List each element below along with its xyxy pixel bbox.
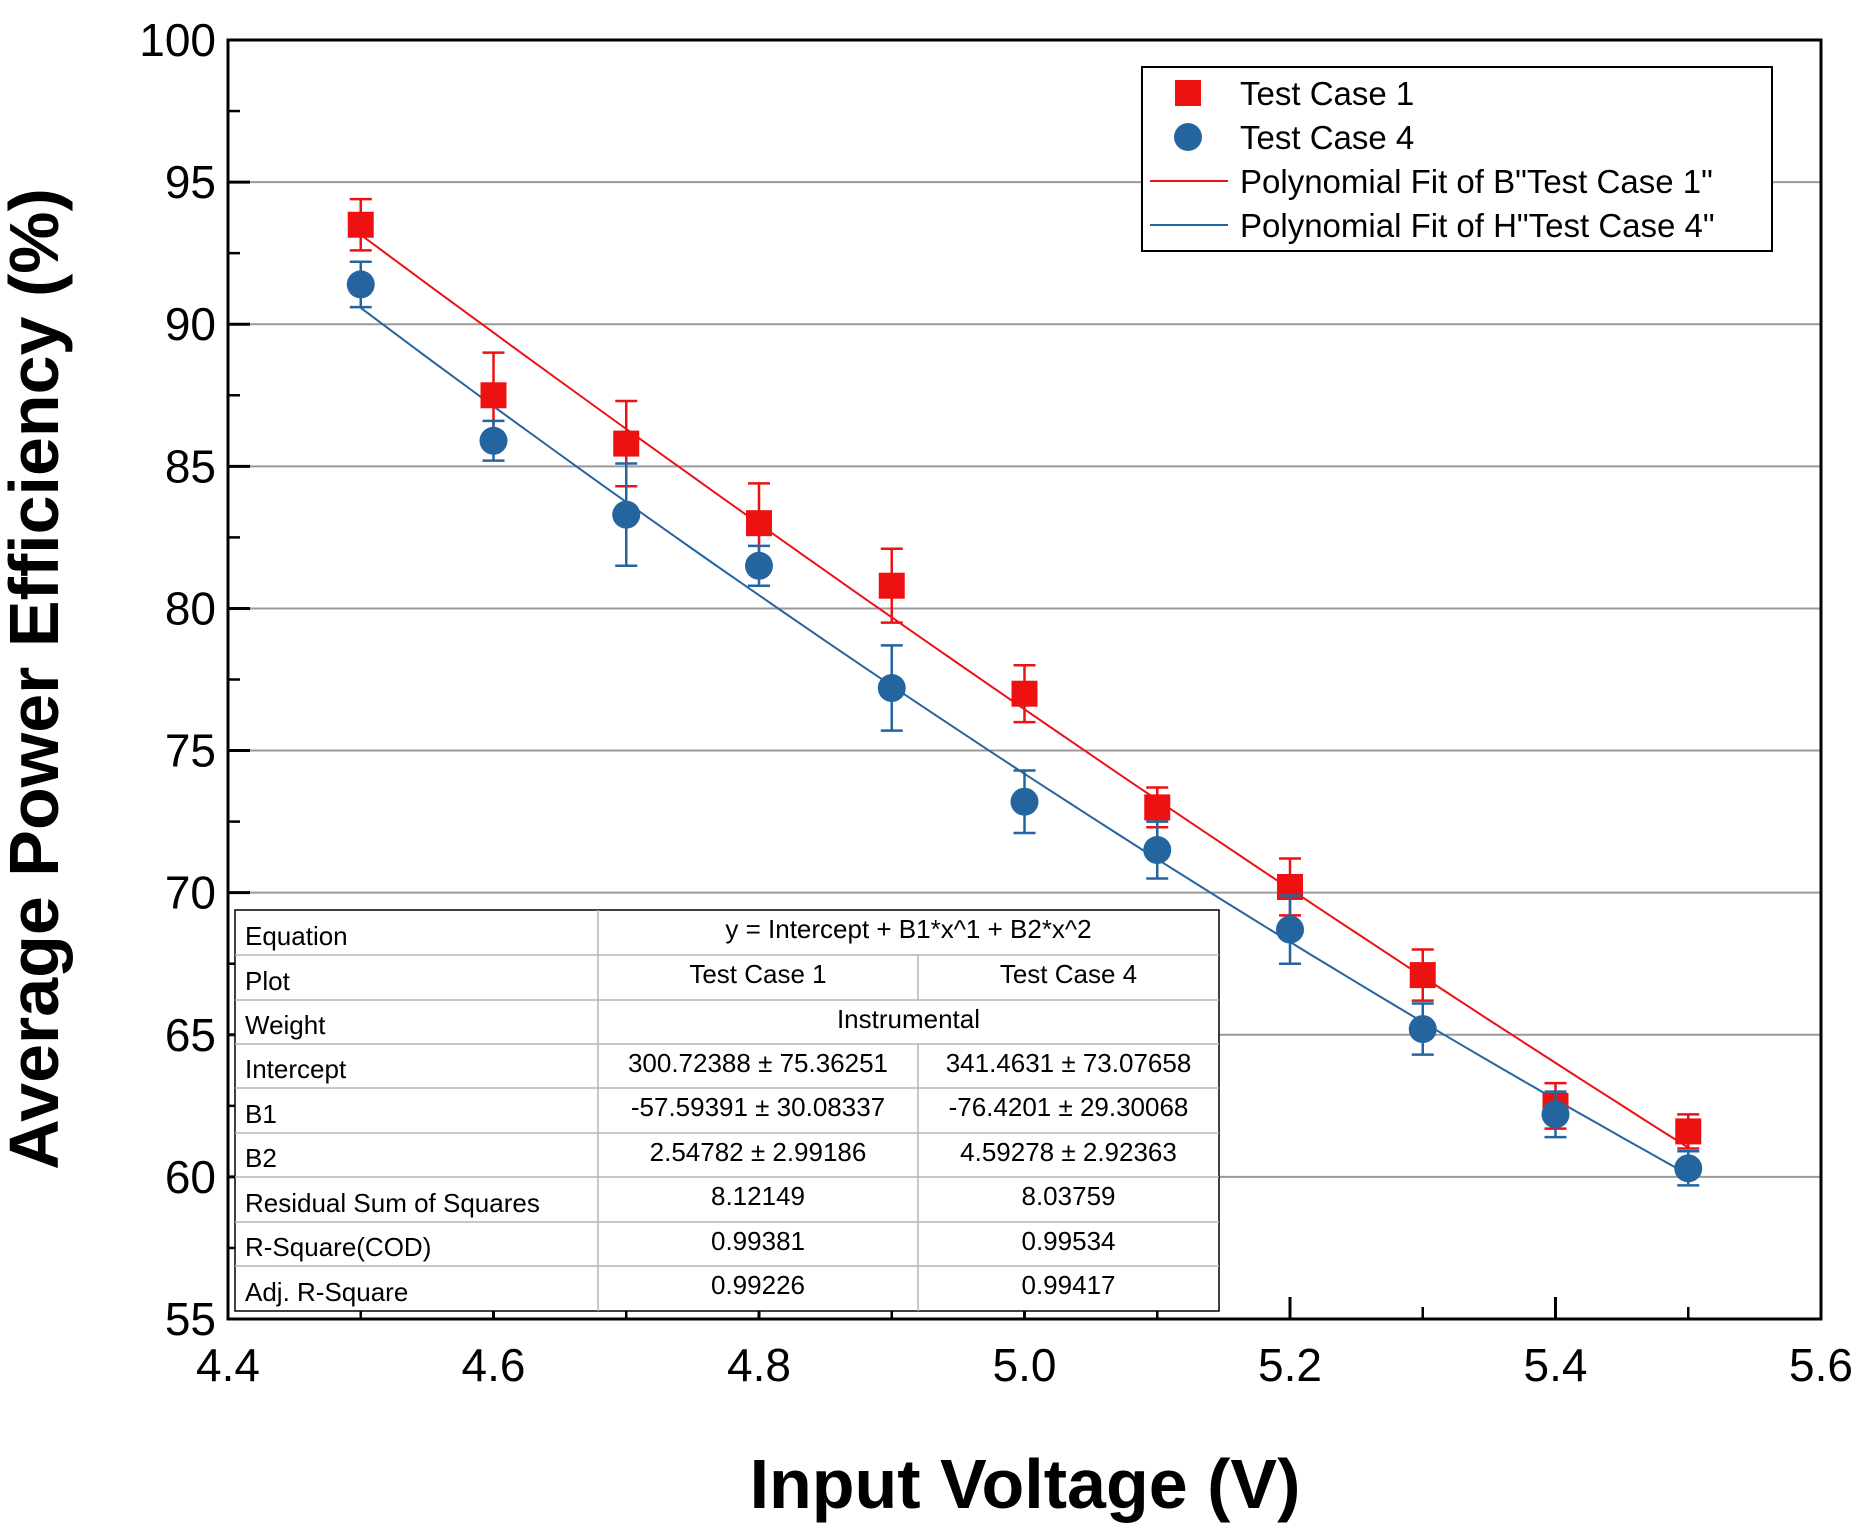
x-tick-label: 4.8 <box>727 1339 791 1391</box>
table-cell: -76.4201 ± 29.30068 <box>949 1092 1189 1122</box>
table-row-label: Weight <box>245 1010 326 1040</box>
y-tick-label: 55 <box>165 1293 216 1345</box>
x-tick-label: 5.2 <box>1258 1339 1322 1391</box>
data-point-test-case-4 <box>1541 1100 1570 1129</box>
data-point-test-case-1 <box>1409 962 1436 989</box>
legend-label: Test Case 4 <box>1240 119 1414 156</box>
table-row-label: Adj. R-Square <box>245 1277 408 1307</box>
legend-box <box>1141 66 1773 252</box>
data-point-test-case-4 <box>745 551 773 580</box>
table-cell: 2.54782 ± 2.99186 <box>650 1137 867 1167</box>
table-row-label: Plot <box>245 966 291 996</box>
table-frame <box>234 909 1220 1312</box>
table-row-label: B2 <box>245 1143 277 1173</box>
table-row-label: R-Square(COD) <box>245 1232 431 1262</box>
data-point-test-case-4 <box>1276 915 1304 944</box>
x-axis-title: Input Voltage (V) <box>750 1445 1301 1523</box>
data-point-test-case-1 <box>347 211 374 238</box>
table-row-label: Equation <box>245 921 348 951</box>
y-tick-label: 80 <box>165 582 216 634</box>
table-cell: Test Case 4 <box>1000 959 1137 989</box>
data-point-test-case-4 <box>612 500 641 529</box>
table-cell: 0.99381 <box>711 1226 805 1256</box>
data-point-test-case-4 <box>1143 836 1172 865</box>
y-tick-label: 95 <box>165 156 216 208</box>
y-axis-title: Average Power Efficiency (%) <box>0 188 73 1170</box>
data-point-test-case-1 <box>1675 1118 1702 1145</box>
table-cell: -57.59391 ± 30.08337 <box>631 1092 885 1122</box>
legend-square-icon <box>1175 80 1201 106</box>
data-point-test-case-4 <box>1674 1154 1703 1183</box>
x-tick-label: 5.6 <box>1789 1339 1853 1391</box>
data-point-test-case-1 <box>480 382 507 409</box>
data-point-test-case-1 <box>746 510 772 537</box>
table-row-label: B1 <box>245 1099 277 1129</box>
data-point-test-case-1 <box>613 430 640 457</box>
legend-label: Test Case 1 <box>1240 75 1414 112</box>
data-point-test-case-1 <box>878 572 905 599</box>
y-tick-label: 85 <box>165 440 216 492</box>
x-tick-label: 5.0 <box>993 1339 1057 1391</box>
table-cell: 8.03759 <box>1022 1181 1116 1211</box>
data-point-test-case-4 <box>1408 1015 1437 1044</box>
data-point-test-case-4 <box>1010 787 1039 816</box>
table-cell: 0.99417 <box>1022 1270 1116 1300</box>
legend-label: Polynomial Fit of H"Test Case 4" <box>1240 207 1715 244</box>
y-tick-label: 70 <box>165 867 216 919</box>
table-cell: y = Intercept + B1*x^1 + B2*x^2 <box>725 914 1091 944</box>
table-cell: Test Case 1 <box>689 959 826 989</box>
table-cell: 341.4631 ± 73.07658 <box>946 1048 1192 1078</box>
data-point-test-case-1 <box>1011 680 1038 707</box>
x-tick-label: 5.4 <box>1524 1339 1588 1391</box>
legend-label: Polynomial Fit of B"Test Case 1" <box>1240 163 1713 200</box>
x-tick-label: 4.6 <box>462 1339 526 1391</box>
axes: 55 60 65 70 75 80 85 90 95 100 4.4 4.6 4.8 5.0 5.2 5.4 5… <box>139 14 1853 1391</box>
y-tick-label: 65 <box>165 1009 216 1061</box>
data-point-test-case-4 <box>877 674 906 703</box>
y-tick-label: 75 <box>165 725 216 777</box>
legend-circle-icon <box>1174 123 1202 151</box>
table-row-label: Residual Sum of Squares <box>245 1188 540 1218</box>
fit-results-table: Equation y = Intercept + B1*x^1 + B2*x^2 P… <box>234 909 1220 1312</box>
x-tick-label: 4.4 <box>196 1339 260 1391</box>
data-point-test-case-4 <box>479 426 508 455</box>
table-cell: 0.99534 <box>1022 1226 1116 1256</box>
y-tick-label: 100 <box>139 14 216 66</box>
y-tick-label: 60 <box>165 1151 216 1203</box>
table-cell: 8.12149 <box>711 1181 805 1211</box>
data-point-test-case-1 <box>1144 794 1171 821</box>
data-markers <box>346 197 1703 1187</box>
table-cell: Instrumental <box>837 1004 980 1034</box>
table-cell: 0.99226 <box>711 1270 805 1300</box>
y-tick-label: 90 <box>165 298 216 350</box>
data-point-test-case-4 <box>346 270 375 299</box>
table-cell: 4.59278 ± 2.92363 <box>960 1137 1177 1167</box>
table-row-label: Intercept <box>245 1054 347 1084</box>
legend: Test Case 1 Test Case 4 Polynomial Fit of … <box>1141 66 1773 252</box>
table-cell: 300.72388 ± 75.36251 <box>628 1048 888 1078</box>
